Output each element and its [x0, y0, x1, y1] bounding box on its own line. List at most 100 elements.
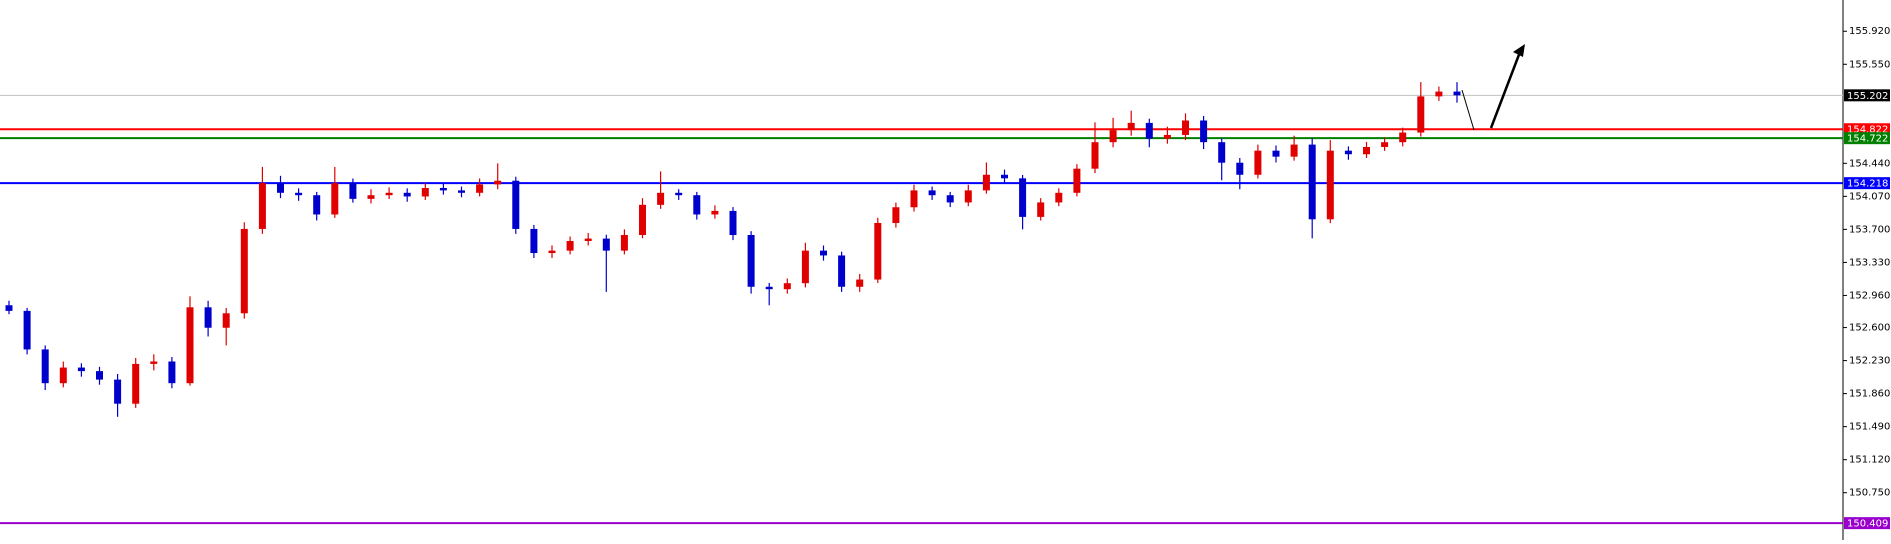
candle-body — [838, 255, 846, 287]
candle-body — [403, 192, 411, 197]
y-tick-label: 153.700 — [1849, 224, 1890, 235]
candle-body — [657, 192, 665, 205]
candle-body — [512, 180, 520, 229]
candle-body — [150, 361, 158, 364]
y-tick-label: 153.330 — [1849, 257, 1890, 268]
candle-body — [367, 195, 375, 199]
candle-body — [114, 379, 122, 404]
projection-line — [1461, 89, 1475, 131]
candle-body — [1218, 142, 1226, 163]
candle-body — [765, 286, 773, 290]
candle-body — [1145, 122, 1153, 139]
candle-body — [313, 195, 321, 215]
candle-body — [222, 313, 230, 328]
candle-body — [1019, 178, 1027, 217]
level-label-bg — [1844, 177, 1890, 190]
candle-body — [421, 187, 429, 197]
level-label: 154.218 — [1847, 179, 1888, 190]
candle-body — [258, 183, 266, 229]
candle-body — [747, 235, 755, 287]
candle-body — [820, 250, 827, 256]
candle-body — [1326, 150, 1334, 220]
candle-body — [1091, 142, 1099, 169]
candle-body — [385, 192, 393, 196]
candle-body — [1200, 120, 1208, 143]
candle-body — [1109, 130, 1117, 143]
candle-body — [494, 180, 502, 185]
candle-body — [982, 174, 990, 191]
candle-body — [204, 307, 212, 328]
candle-body — [910, 190, 918, 208]
candle-body — [602, 238, 610, 251]
candle-body — [783, 283, 791, 290]
candle-body — [1127, 122, 1135, 131]
candle-body — [1001, 174, 1008, 179]
candle-body — [1417, 96, 1425, 133]
candle-body — [1272, 150, 1280, 157]
candle-body — [5, 305, 13, 311]
candle-body — [856, 279, 864, 287]
candle-body — [240, 228, 248, 314]
candle-body — [620, 235, 628, 251]
level-label-bg — [1844, 132, 1890, 145]
candle-body — [1363, 147, 1370, 155]
candle-body — [548, 250, 556, 254]
candle-body — [1344, 150, 1352, 155]
candle-body — [1037, 202, 1045, 217]
level-label: 154.822 — [1847, 125, 1888, 136]
candle-body — [1290, 144, 1298, 157]
candle-body — [59, 367, 67, 384]
candle-body — [186, 307, 194, 384]
y-tick-label: 154.070 — [1849, 191, 1890, 202]
candle-body — [1182, 120, 1189, 135]
candle-body — [1254, 150, 1262, 175]
candle-body — [295, 192, 303, 196]
candle-body — [639, 204, 646, 236]
y-tick-label: 151.860 — [1849, 389, 1890, 400]
candle-body — [458, 190, 465, 193]
candle-body — [349, 183, 357, 199]
projection-arrow — [1489, 51, 1522, 129]
candle-body — [530, 228, 538, 254]
y-tick-label: 152.600 — [1849, 323, 1890, 334]
candle-body — [946, 195, 954, 203]
candle-body — [566, 240, 574, 251]
candle-body — [729, 210, 737, 236]
y-tick-label: 155.550 — [1849, 59, 1890, 70]
candle-body — [277, 183, 284, 193]
arrow-head — [1513, 44, 1525, 57]
candle-body — [41, 349, 49, 384]
level-label: 150.409 — [1847, 519, 1888, 530]
y-tick-label: 155.920 — [1849, 26, 1890, 37]
candle-body — [1435, 91, 1443, 97]
level-label-bg — [1844, 89, 1890, 102]
level-label: 155.202 — [1847, 91, 1888, 102]
candle-body — [801, 250, 809, 284]
y-tick-label: 150.750 — [1849, 488, 1890, 499]
candle-body — [675, 192, 683, 196]
candle-body — [23, 310, 31, 350]
candle-body — [584, 238, 592, 241]
candle-body — [1381, 142, 1389, 148]
y-tick-label: 152.960 — [1849, 290, 1890, 301]
candle-body — [476, 184, 484, 193]
y-tick-label: 151.120 — [1849, 455, 1890, 466]
candle-body — [331, 183, 339, 215]
candle-body — [964, 190, 972, 203]
candle-body — [711, 210, 719, 215]
level-label: 154.722 — [1847, 134, 1888, 145]
candle-body — [1073, 168, 1081, 193]
candle-body — [1453, 91, 1461, 96]
candle-body — [693, 195, 701, 215]
candle-body — [439, 187, 447, 191]
candle-body — [1055, 192, 1063, 203]
candle-body — [132, 363, 140, 404]
candle-body — [928, 190, 936, 196]
y-tick-label: 154.440 — [1849, 158, 1890, 169]
candle-body — [168, 361, 176, 384]
y-tick-label: 152.230 — [1849, 356, 1890, 367]
candle-body — [1236, 162, 1244, 175]
candle-body — [1308, 144, 1316, 220]
